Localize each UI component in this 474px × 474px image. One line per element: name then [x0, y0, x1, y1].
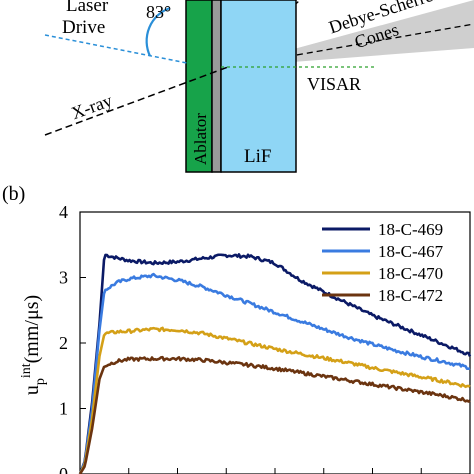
- panel-b-label: (b): [2, 183, 25, 205]
- gray-coating-layer: [211, 0, 222, 173]
- lif-label: LiF: [244, 146, 271, 167]
- lif-window: [220, 0, 297, 173]
- y-tick-label: 3: [59, 268, 68, 288]
- ablator-layer: [185, 0, 213, 173]
- series-line: [78, 253, 472, 474]
- series-line: [78, 272, 471, 474]
- laser-drive-beam: [44, 34, 188, 64]
- legend-label: 18-C-470: [378, 264, 443, 283]
- velocity-chart: 0 1 2 3 4 upint(mm/μs) 18-C-469 18-C-467 18-C-47…: [19, 202, 472, 474]
- legend-label: 18-C-472: [378, 286, 443, 305]
- angle-label: 83°: [146, 2, 171, 22]
- legend-label: 18-C-469: [378, 220, 443, 239]
- y-axis-label: upint(mm/μs): [19, 295, 48, 395]
- series-line: [78, 326, 471, 474]
- angle-arc: [145, 6, 171, 57]
- y-tick-label: 1: [59, 399, 68, 419]
- visar-label: VISAR: [307, 74, 361, 94]
- y-tick-label: 2: [59, 333, 68, 353]
- ablator-label: Ablator: [191, 113, 210, 165]
- y-tick-label: 4: [59, 202, 68, 222]
- panel-a-schematic: Laser Drive 83° X-ray Debye-Scherrer Con…: [44, 0, 474, 173]
- legend-label: 18-C-467: [378, 242, 444, 261]
- laser-drive-label: Laser Drive: [62, 0, 113, 38]
- series-line: [78, 355, 471, 474]
- y-tick-label: 0: [59, 464, 68, 474]
